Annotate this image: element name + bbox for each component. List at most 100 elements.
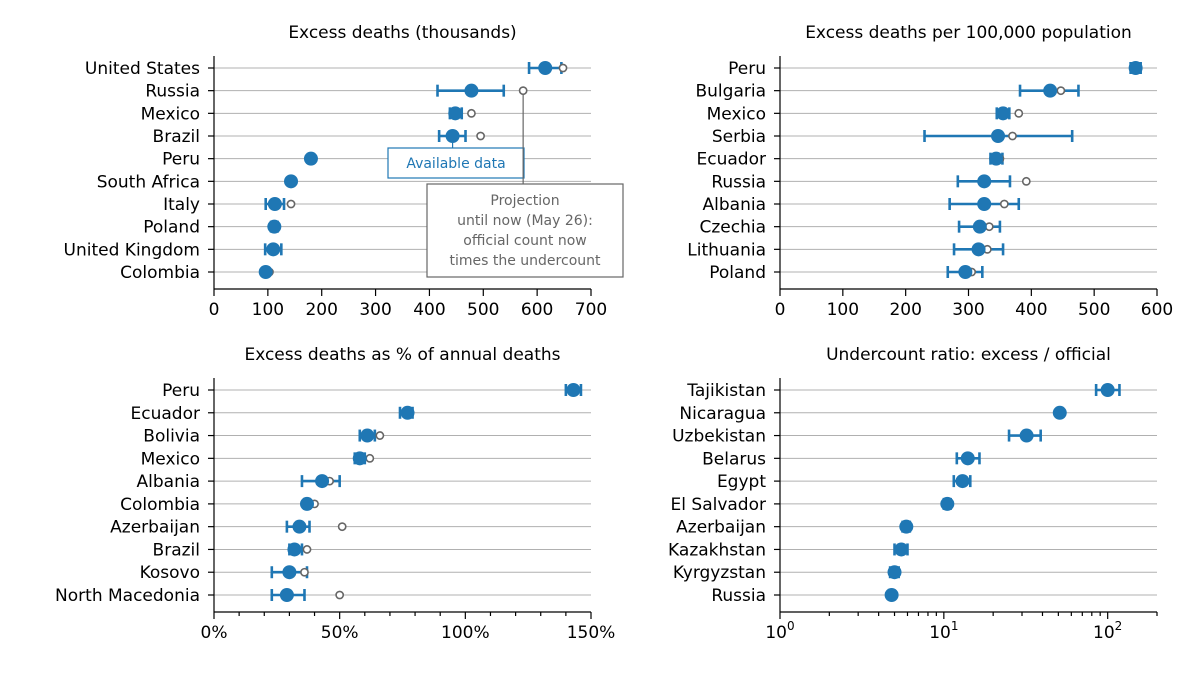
row-label: Peru — [162, 381, 200, 401]
projection-point — [302, 545, 312, 554]
data-point — [287, 542, 302, 557]
data-point — [360, 428, 375, 443]
x-tick-label: 300 — [952, 300, 984, 320]
row-label: Poland — [709, 263, 766, 283]
row-label: Mexico — [141, 104, 200, 124]
x-tick-label: 102 — [1093, 619, 1122, 643]
data-point — [1128, 61, 1143, 75]
row-label: Ecuador — [131, 404, 200, 424]
x-tick-label: 100 — [827, 300, 859, 320]
data-point — [996, 106, 1011, 121]
x-tick-label: 200 — [305, 300, 337, 320]
data-point — [971, 242, 986, 257]
row-label: Bulgaria — [696, 82, 767, 102]
projection-point — [365, 453, 375, 463]
data-point — [258, 265, 273, 279]
x-tick-label: 200 — [889, 300, 921, 320]
data-point — [282, 565, 297, 580]
x-tick-label: 0 — [209, 300, 220, 320]
data-point — [400, 405, 415, 420]
data-point — [1019, 428, 1034, 443]
data-point — [1043, 83, 1058, 98]
projection-point — [1014, 108, 1024, 118]
data-point — [899, 519, 914, 534]
x-tick-label: 500 — [467, 300, 499, 320]
row-label: Albania — [703, 195, 766, 215]
x-tick-label: 100% — [441, 623, 490, 643]
projection-point — [300, 567, 309, 577]
data-point — [884, 588, 899, 602]
row-label: Egypt — [717, 472, 766, 492]
row-label: United States — [85, 59, 200, 79]
data-point — [894, 542, 909, 557]
annotation-box — [387, 147, 525, 179]
row-label: Kyrgyzstan — [673, 563, 766, 583]
row-label: Lithuania — [687, 240, 766, 260]
row-label: Russia — [145, 82, 200, 102]
annotation-box — [426, 183, 624, 278]
x-tick-label: 0 — [775, 300, 786, 320]
projection-point — [375, 431, 385, 440]
x-tick-label: 100 — [252, 300, 284, 320]
data-point — [464, 83, 479, 98]
x-tick-label: 600 — [521, 300, 553, 320]
projection-point — [1056, 86, 1066, 96]
row-label: Belarus — [702, 449, 766, 469]
panel-title: Excess deaths as % of annual deaths — [244, 345, 560, 365]
row-label: North Macedonia — [55, 586, 200, 606]
data-point — [989, 151, 1004, 166]
x-tick-label: 150% — [567, 623, 616, 643]
row-label: Azerbaijan — [110, 518, 200, 538]
row-label: Peru — [728, 59, 766, 79]
row-label: El Salvador — [671, 495, 766, 515]
panel-1: Excess deaths (thousands) United States Ru… — [64, 23, 624, 320]
row-label: Colombia — [120, 495, 200, 515]
data-point — [267, 219, 282, 234]
annotation-projection: Projection until now (May 26): official co… — [450, 193, 602, 269]
x-tick-label: 50% — [321, 623, 359, 643]
data-point — [960, 451, 975, 466]
projection-point — [558, 63, 568, 73]
row-label: Russia — [711, 586, 766, 606]
data-point — [958, 265, 973, 279]
row-label: Kosovo — [140, 563, 200, 583]
x-tick-exponent: 0 — [787, 619, 795, 633]
row-label: Colombia — [120, 263, 200, 283]
projection-point — [286, 199, 296, 209]
annotation-available-data: Available data — [406, 156, 505, 172]
data-point — [303, 151, 318, 166]
row-label: Nicaragua — [679, 404, 766, 424]
data-point — [448, 106, 463, 121]
panel-title: Excess deaths per 100,000 population — [805, 23, 1132, 43]
x-tick-label: 400 — [413, 300, 445, 320]
projection-point — [476, 131, 485, 141]
panel-title: Undercount ratio: excess / official — [826, 345, 1111, 365]
row-label: South Africa — [97, 172, 200, 192]
row-label: Ecuador — [697, 150, 766, 170]
row-label: Peru — [162, 150, 200, 170]
projection-point — [337, 522, 347, 532]
data-point — [538, 61, 553, 75]
row-label: Poland — [143, 218, 200, 238]
row-label: Azerbaijan — [676, 518, 766, 538]
row-label: Bolivia — [143, 427, 200, 447]
data-point — [315, 474, 330, 489]
data-point — [284, 174, 299, 189]
row-label: Russia — [711, 172, 766, 192]
data-point — [1052, 405, 1067, 420]
row-label: Czechia — [699, 218, 766, 238]
projection-point — [1021, 176, 1031, 186]
data-point — [977, 197, 992, 211]
row-label: Albania — [137, 472, 200, 492]
data-point — [279, 588, 294, 602]
x-tick-exponent: 1 — [951, 619, 959, 633]
data-point — [977, 174, 992, 189]
row-label: Tajikistan — [686, 381, 766, 401]
data-point — [266, 242, 281, 257]
projection-point — [999, 199, 1009, 209]
data-point — [445, 129, 460, 143]
panel-3: Excess deaths as % of annual deaths Peru E… — [55, 345, 615, 643]
data-point — [887, 565, 902, 580]
data-point — [299, 496, 314, 511]
